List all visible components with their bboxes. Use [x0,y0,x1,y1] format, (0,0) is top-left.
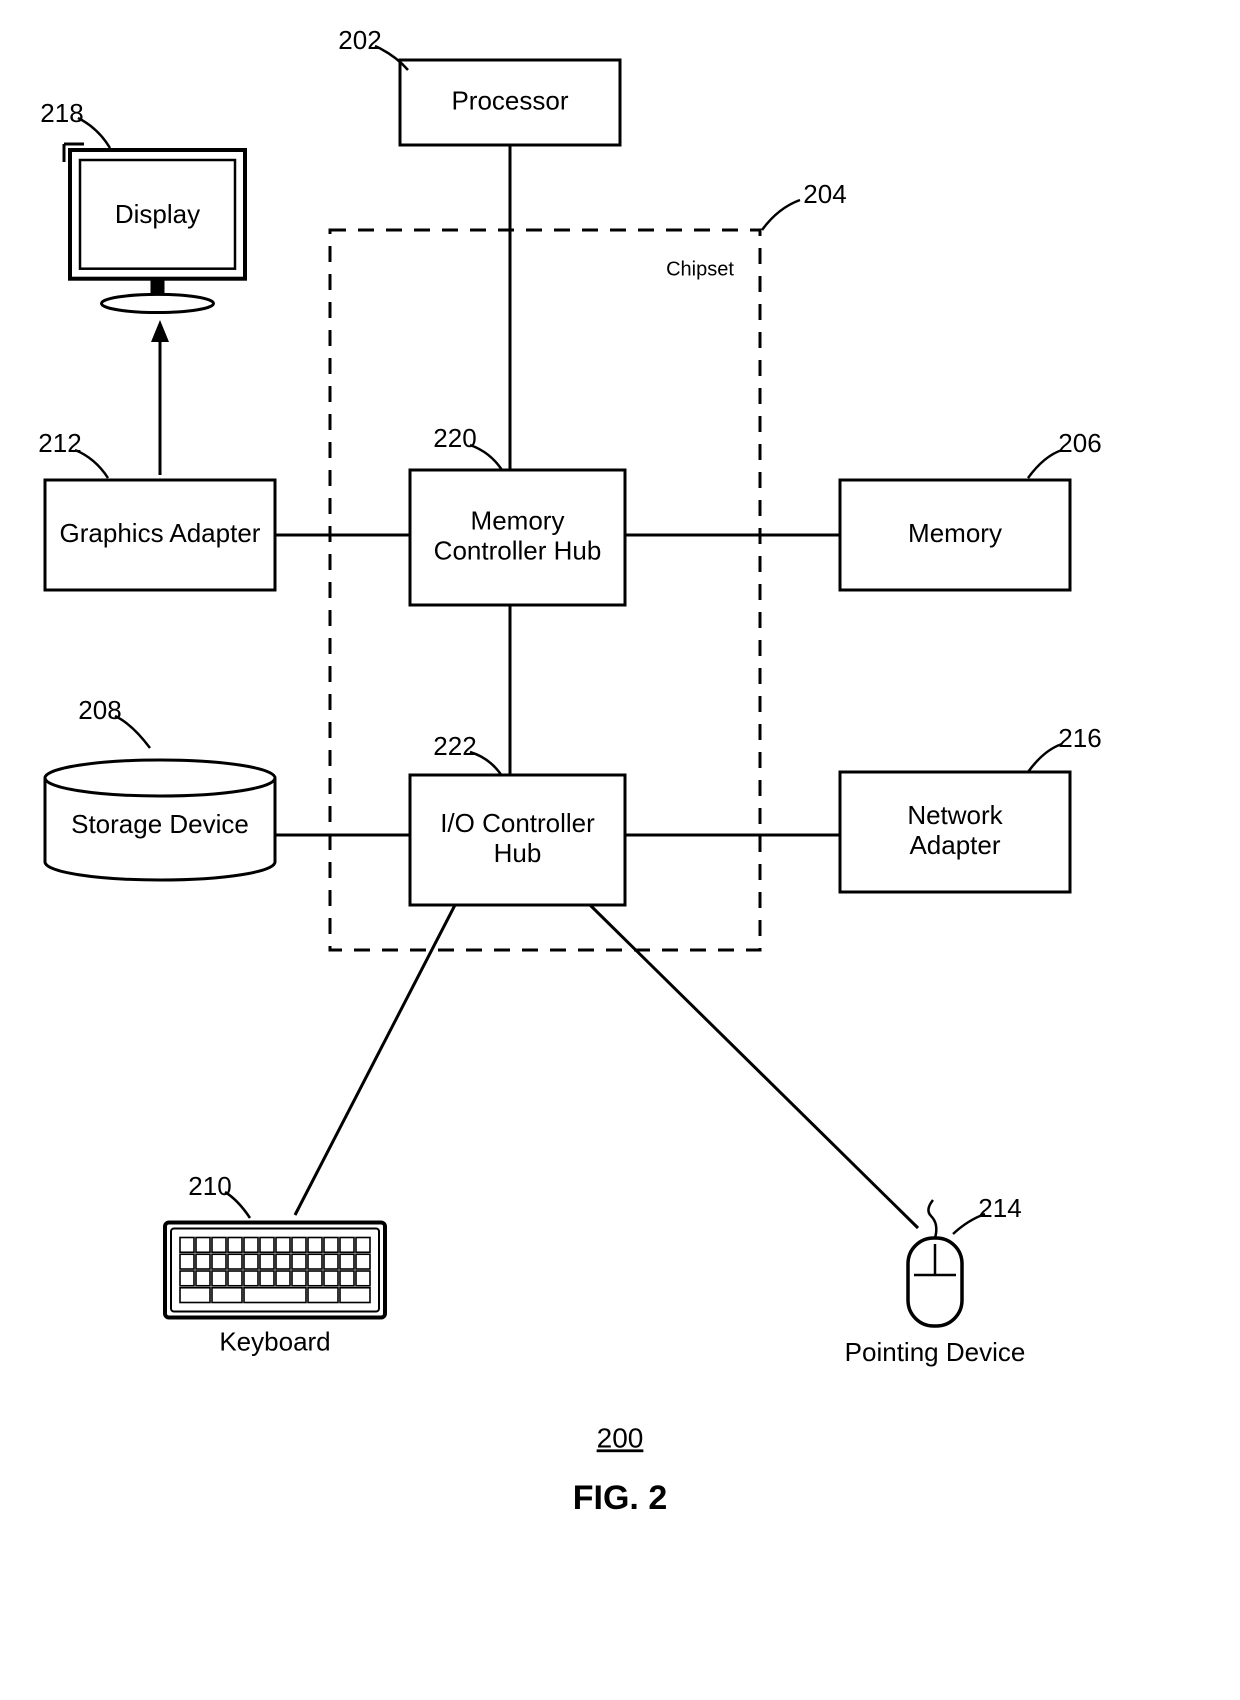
callout-curve [953,1214,985,1234]
svg-text:Graphics Adapter: Graphics Adapter [60,518,261,548]
svg-text:Storage Device: Storage Device [71,809,249,839]
svg-text:Hub: Hub [494,838,542,868]
svg-text:212: 212 [38,428,81,458]
display-icon: Display [64,144,245,313]
mouse-icon: Pointing Device [845,1200,1026,1367]
arrow-head [151,320,169,342]
svg-text:Keyboard: Keyboard [219,1326,330,1356]
keyboard-icon: Keyboard [165,1223,385,1357]
svg-text:Memory: Memory [908,518,1002,548]
callout-curve [762,200,800,230]
svg-text:Adapter: Adapter [909,830,1000,860]
svg-text:214: 214 [978,1193,1021,1223]
graphics-box: Graphics Adapter [45,480,275,590]
svg-text:204: 204 [803,179,846,209]
svg-text:210: 210 [188,1171,231,1201]
svg-text:208: 208 [78,695,121,725]
svg-text:Controller Hub: Controller Hub [434,535,602,565]
svg-text:218: 218 [40,98,83,128]
svg-text:Pointing Device: Pointing Device [845,1337,1026,1367]
svg-text:I/O Controller: I/O Controller [440,808,595,838]
svg-text:220: 220 [433,423,476,453]
svg-text:Processor: Processor [451,85,568,115]
svg-text:Network: Network [907,800,1003,830]
svg-text:Display: Display [115,199,200,229]
processor-box: Processor [400,60,620,145]
chipset-region [330,230,760,950]
callout-curve [225,1192,250,1218]
svg-text:222: 222 [433,731,476,761]
storage-cylinder: Storage Device [45,760,275,880]
svg-text:Chipset: Chipset [666,258,734,280]
network-box: NetworkAdapter [840,772,1070,892]
edge [295,905,455,1215]
ioctrl-box: I/O ControllerHub [410,775,625,905]
callout-curve [1028,450,1062,478]
callout-curve [1028,744,1062,772]
callout-curve [375,46,408,70]
computer-architecture-diagram: Chipset Processor 202 Graphics Adapter 212 Me… [0,0,1240,1700]
memory-box: Memory [840,480,1070,590]
svg-text:200: 200 [597,1422,644,1453]
svg-text:202: 202 [338,25,381,55]
svg-text:216: 216 [1058,723,1101,753]
svg-text:FIG. 2: FIG. 2 [573,1479,667,1517]
memctrl-box: MemoryController Hub [410,470,625,605]
svg-text:206: 206 [1058,428,1101,458]
svg-text:Memory: Memory [471,505,565,535]
edge [590,905,918,1228]
